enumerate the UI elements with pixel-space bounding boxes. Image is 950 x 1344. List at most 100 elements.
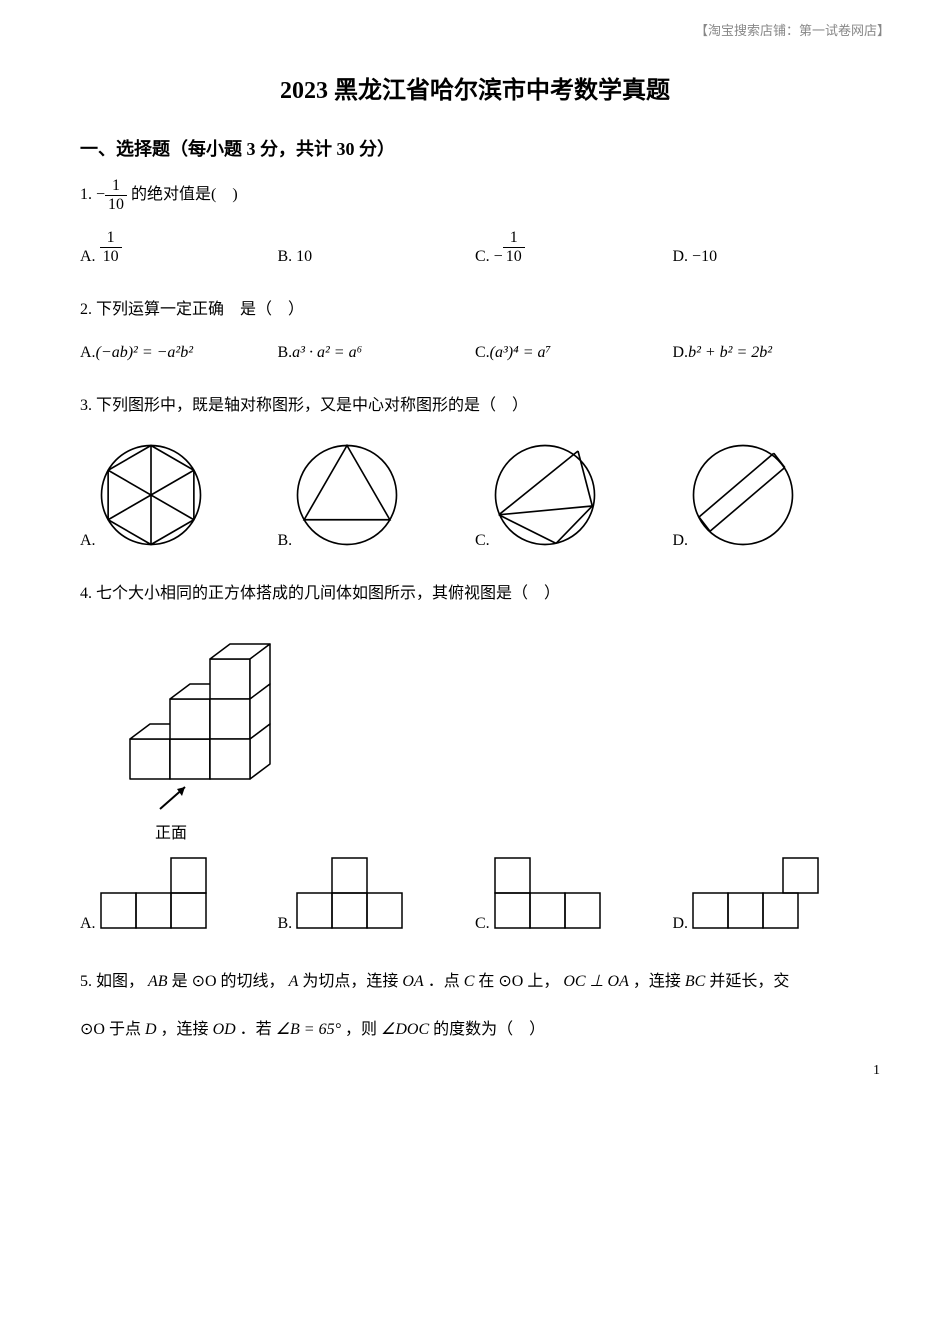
q5-d: D — [145, 1021, 157, 1038]
q3-c-label: C. — [475, 532, 490, 550]
q1-frac-den: 10 — [105, 196, 127, 214]
q2-c-math: (a³)⁴ = a⁷ — [490, 344, 551, 362]
q2-opt-d: D. b² + b² = 2b² — [673, 344, 871, 362]
q3-options: A. B. C. — [80, 440, 870, 550]
page-content: 2023 黑龙江省哈尔滨市中考数学真题 一、选择题（每小题 3 分，共计 30 … — [0, 0, 950, 1099]
q3-opt-c: C. — [475, 440, 673, 550]
q1-options: A. 110 B. 10 C. −110 D. −10 — [80, 229, 870, 265]
section-header: 一、选择题（每小题 3 分，共计 30 分） — [80, 135, 870, 161]
watermark-text: 【淘宝搜索店铺：第一试卷网店】 — [695, 20, 890, 39]
q5-angdoc: ∠DOC — [381, 1021, 429, 1038]
q1-opt-a: A. 110 — [80, 229, 278, 265]
q5-od: OD — [213, 1021, 236, 1038]
question-3: 3. 下列图形中，既是轴对称图形，又是中心对称图形的是（ ） — [80, 387, 870, 425]
question-2: 2. 下列运算一定正确 是（ ） — [80, 291, 870, 329]
q5-angb: ∠B = 65° — [276, 1021, 341, 1038]
q3-opt-d: D. — [673, 440, 871, 550]
q4-figure-a-icon — [96, 853, 226, 933]
q1-b-text: B. 10 — [278, 248, 313, 266]
q5-bc: BC — [685, 973, 705, 990]
q5-l2a: ⊙O — [80, 1021, 105, 1038]
q3-figure-d-icon — [688, 440, 798, 550]
question-5: 5. 如图， AB 是 ⊙O 的切线， A 为切点，连接 OA ．点 C 在 ⊙… — [80, 958, 870, 1054]
q1-tail: 的绝对值是( ) — [131, 186, 238, 203]
q1-c-frac: 110 — [503, 229, 525, 265]
q5-t4: 为切点，连接 — [302, 973, 402, 990]
q4-figure-c-icon — [490, 853, 620, 933]
q5-c: C — [464, 973, 475, 990]
q1-frac: 110 — [105, 177, 127, 213]
q2-c-pre: C. — [475, 344, 490, 362]
q4-figure-d-icon — [688, 853, 828, 933]
q3-a-label: A. — [80, 532, 96, 550]
q5-l2f: 的度数为（ ） — [433, 1021, 545, 1038]
q5-l2d: ．若 — [240, 1021, 276, 1038]
q4-opt-d: D. — [673, 853, 871, 933]
q4-opt-c: C. — [475, 853, 673, 933]
page-title: 2023 黑龙江省哈尔滨市中考数学真题 — [80, 70, 870, 105]
q5-t5: ．点 — [428, 973, 464, 990]
q4-opt-a: A. — [80, 853, 278, 933]
q1-a-label: A. — [80, 248, 96, 266]
q2-options: A. (−ab)² = −a²b² B. a³ · a² = a⁶ C. (a³… — [80, 344, 870, 362]
q1-number: 1. — [80, 186, 92, 203]
question-1: 1. −110 的绝对值是( ) — [80, 176, 870, 214]
q5-t7: 上， — [527, 973, 559, 990]
q4-c-label: C. — [475, 915, 490, 933]
q3-figure-a-icon — [96, 440, 206, 550]
q1-neg: − — [96, 186, 105, 203]
q4-d-label: D. — [673, 915, 689, 933]
q5-t9: 并延长，交 — [709, 973, 789, 990]
q1-opt-c: C. −110 — [475, 229, 673, 265]
q1-a-num: 1 — [100, 229, 122, 248]
q1-frac-num: 1 — [105, 177, 127, 196]
q3-opt-a: A. — [80, 440, 278, 550]
page-number: 1 — [873, 1063, 880, 1079]
q3-opt-b: B. — [278, 440, 476, 550]
q1-d-text: D. −10 — [673, 248, 718, 266]
q1-a-frac: 110 — [100, 229, 122, 265]
q2-opt-c: C. (a³)⁴ = a⁷ — [475, 344, 673, 362]
q4-b-label: B. — [278, 915, 293, 933]
q5-t2: 是 — [172, 973, 192, 990]
q2-opt-b: B. a³ · a² = a⁶ — [278, 344, 476, 362]
q5-t1: 5. 如图， — [80, 973, 144, 990]
q1-c-neg: − — [494, 248, 503, 266]
q3-b-label: B. — [278, 532, 293, 550]
q1-opt-d: D. −10 — [673, 248, 871, 266]
q4-figure-b-icon — [292, 853, 422, 933]
q3-figure-c-icon — [490, 440, 600, 550]
q5-o1: ⊙O — [192, 973, 217, 990]
q5-t8: ，连接 — [633, 973, 685, 990]
q4-opt-b: B. — [278, 853, 476, 933]
q4-caption: 正面 — [155, 819, 870, 843]
q5-o2: ⊙O — [498, 973, 523, 990]
q4-figure-block: 正面 — [100, 629, 870, 843]
q1-c-den: 10 — [503, 248, 525, 266]
q4-a-label: A. — [80, 915, 96, 933]
q2-a-math: (−ab)² = −a²b² — [96, 344, 193, 362]
q5-oa: OA — [402, 973, 423, 990]
q5-a: A — [289, 973, 299, 990]
q5-t3: 的切线， — [221, 973, 285, 990]
q5-l2e: ，则 — [345, 1021, 381, 1038]
q2-b-pre: B. — [278, 344, 293, 362]
q3-figure-b-icon — [292, 440, 402, 550]
q4-solid-icon — [100, 629, 300, 819]
q4-options: A. B. C. — [80, 853, 870, 933]
q3-d-label: D. — [673, 532, 689, 550]
q2-a-pre: A. — [80, 344, 96, 362]
q5-ab: AB — [148, 973, 168, 990]
q1-c-num: 1 — [503, 229, 525, 248]
q1-c-label: C. — [475, 248, 490, 266]
q2-opt-a: A. (−ab)² = −a²b² — [80, 344, 278, 362]
q5-ocperp: OC ⊥ OA — [563, 973, 629, 990]
q5-t6: 在 — [478, 973, 498, 990]
q1-opt-b: B. 10 — [278, 248, 476, 266]
q2-d-math: b² + b² = 2b² — [688, 344, 772, 362]
q2-b-math: a³ · a² = a⁶ — [292, 344, 362, 362]
q5-l2b: 于点 — [109, 1021, 145, 1038]
q5-l2c: ，连接 — [161, 1021, 213, 1038]
question-4: 4. 七个大小相同的正方体搭成的几间体如图所示，其俯视图是（ ） — [80, 575, 870, 613]
q2-d-pre: D. — [673, 344, 689, 362]
